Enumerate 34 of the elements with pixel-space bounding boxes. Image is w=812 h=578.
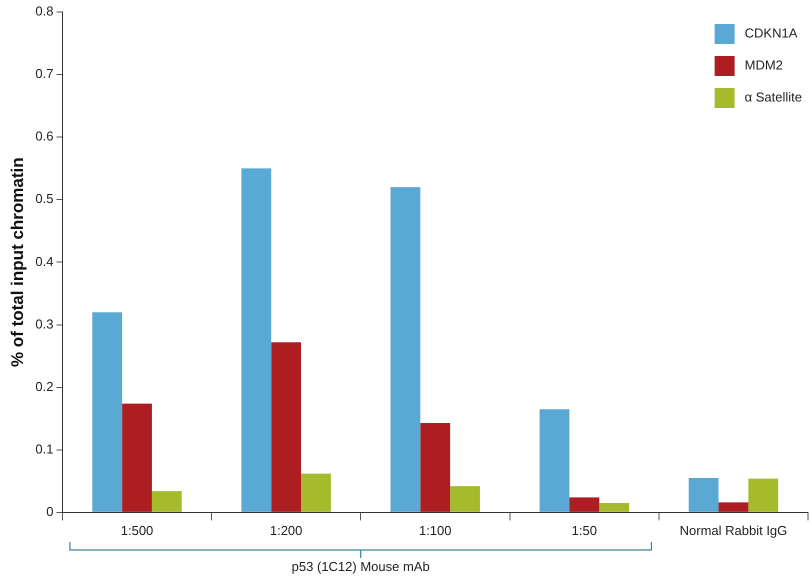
bar (390, 187, 420, 512)
bar (599, 503, 630, 512)
text: p53 (1C12) Mouse mAb (292, 559, 430, 574)
y-tick-label: 0.7 (35, 66, 54, 82)
y-tick-label: 0.5 (35, 191, 54, 206)
bar (241, 168, 272, 512)
y-tick-label: 0.8 (35, 4, 54, 19)
y-tick-label: 0.3 (35, 316, 54, 332)
bar (420, 422, 450, 512)
bar (152, 491, 182, 512)
bar (122, 404, 152, 512)
bar (540, 409, 570, 512)
y-tick-label: 0.6 (35, 128, 54, 144)
bar (688, 478, 719, 512)
y-axis-title: % of total input chromatin (8, 157, 27, 368)
y-tick-label: 0.4 (35, 254, 54, 269)
y-tick-label: 0.1 (35, 441, 54, 456)
x-tick-label: 1:200 (270, 522, 302, 538)
x-tick-label: Normal Rabbit IgG (680, 522, 788, 538)
x-tick-label: 1:50 (572, 522, 597, 538)
x-tick-label: 1:100 (418, 522, 452, 538)
bar (569, 497, 600, 512)
bar (450, 486, 480, 512)
bar (271, 342, 302, 512)
bar (92, 312, 122, 512)
y-tick-label: 0.2 (35, 378, 54, 394)
legend-label: α Satellite (744, 90, 802, 105)
y-tick-label: 0 (46, 504, 54, 519)
bar (301, 474, 331, 512)
legend-label: MDM2 (744, 58, 783, 73)
legend-label: CDKN1A (744, 26, 798, 41)
bar (748, 478, 778, 512)
x-tick-label: 1:500 (120, 522, 154, 538)
bar (718, 502, 748, 512)
